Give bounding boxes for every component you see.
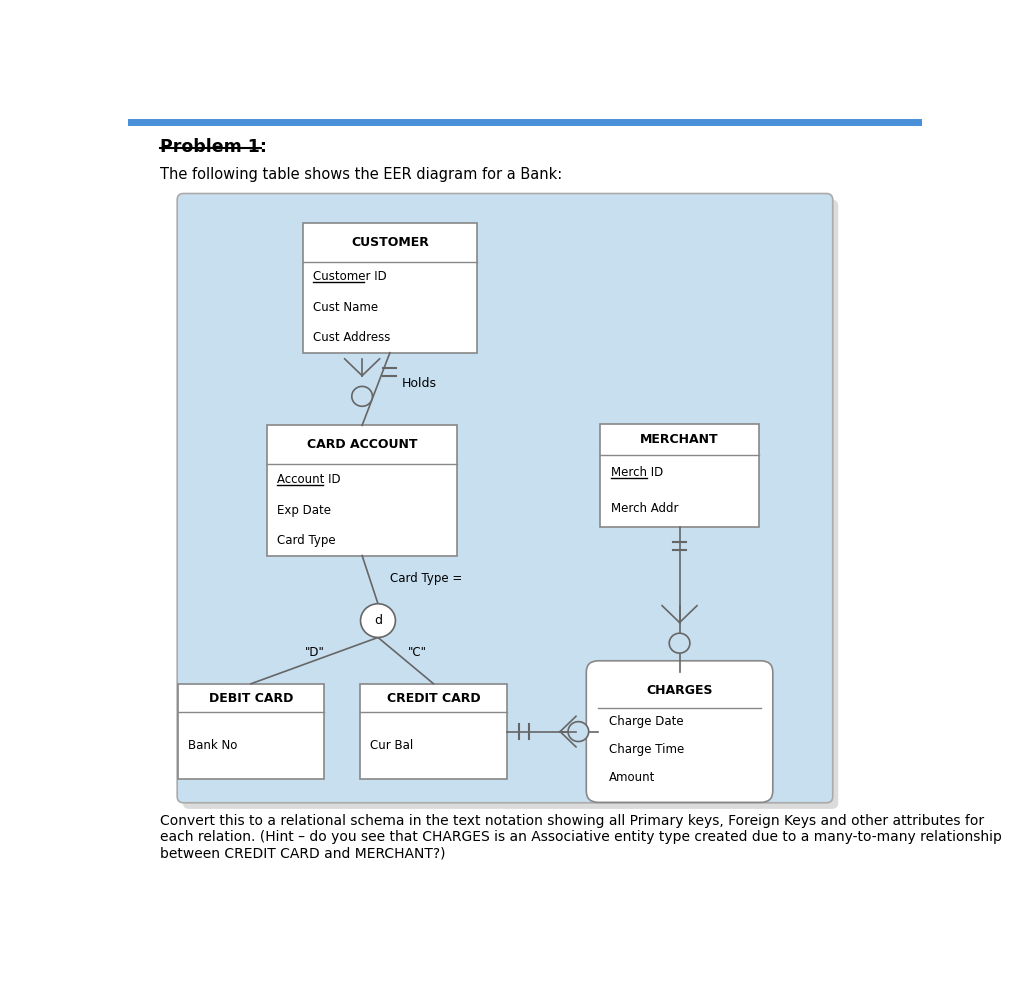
Bar [303,223,477,353]
Text: Customer ID: Customer ID [313,270,387,283]
FancyBboxPatch shape [587,661,773,802]
Circle shape [568,722,589,742]
Circle shape [352,387,373,407]
Text: Card Type: Card Type [278,534,336,547]
Text: Charge Date: Charge Date [608,716,683,729]
Bar [177,684,325,779]
Text: CREDIT CARD: CREDIT CARD [387,692,480,705]
Text: Charge Time: Charge Time [608,743,684,755]
Text: Cust Name: Cust Name [313,300,378,314]
Bar [267,425,458,556]
Text: The following table shows the EER diagram for a Bank:: The following table shows the EER diagra… [160,168,562,183]
Text: Merch Addr: Merch Addr [610,502,678,515]
Circle shape [360,603,395,637]
Text: Problem 1:: Problem 1: [160,138,266,156]
Text: Convert this to a relational schema in the text notation showing all Primary key: Convert this to a relational schema in t… [160,814,1001,861]
Text: Holds: Holds [401,377,437,390]
Bar [600,423,759,527]
Text: Merch ID: Merch ID [610,466,663,479]
FancyBboxPatch shape [177,194,833,803]
Text: "C": "C" [409,646,427,659]
Text: CUSTOMER: CUSTOMER [351,236,429,248]
Text: Cur Bal: Cur Bal [371,740,414,752]
Text: Amount: Amount [608,770,655,783]
Text: Cust Address: Cust Address [313,331,390,344]
Circle shape [670,633,690,653]
Text: Bank No: Bank No [188,740,238,752]
Text: CARD ACCOUNT: CARD ACCOUNT [307,438,418,451]
Text: CHARGES: CHARGES [646,684,713,697]
Text: MERCHANT: MERCHANT [640,432,719,445]
Text: Card Type =: Card Type = [390,572,462,585]
FancyBboxPatch shape [182,200,839,809]
Text: d: d [374,614,382,627]
Bar [360,684,507,779]
Text: Exp Date: Exp Date [278,504,331,517]
Text: DEBIT CARD: DEBIT CARD [209,692,293,705]
Text: "D": "D" [304,646,325,659]
Text: Account ID: Account ID [278,473,341,486]
